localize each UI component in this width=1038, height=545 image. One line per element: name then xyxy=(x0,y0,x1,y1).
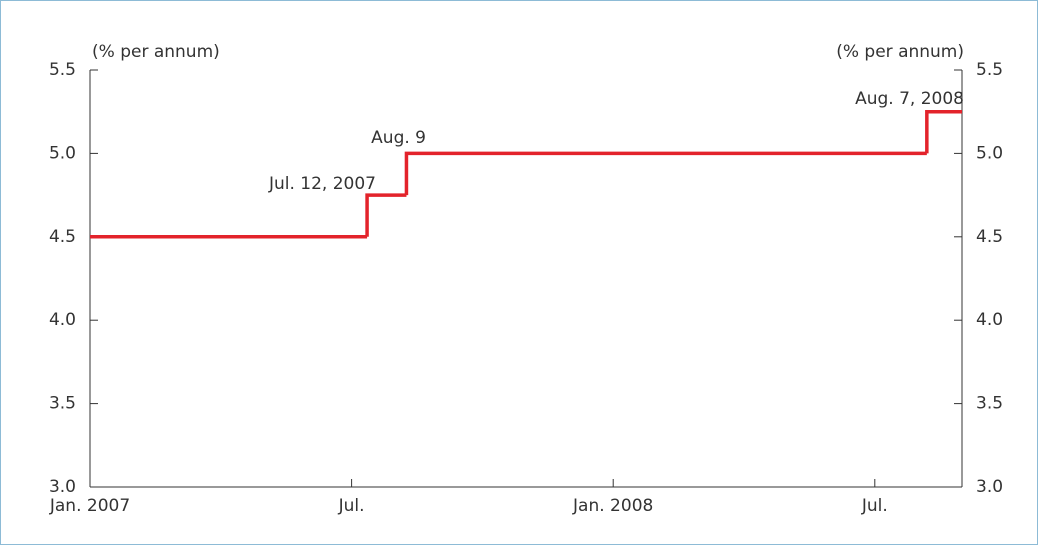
y2-axis-label: (% per annum) xyxy=(836,42,964,62)
step-segment xyxy=(925,109,962,154)
y-tick-label: 3.0 xyxy=(49,477,76,497)
y2-tick-label: 3.5 xyxy=(976,394,1003,414)
x-tick-label: Jul. xyxy=(861,496,888,516)
x-tick-label: Jul. xyxy=(338,496,365,516)
y2-tick-label: 4.0 xyxy=(976,310,1003,330)
annotation: Jul. 12, 2007 xyxy=(268,174,376,194)
x-tick-label: Jan. 2008 xyxy=(572,496,653,516)
y2-tick-label: 5.5 xyxy=(976,60,1003,80)
y2-tick-label: 5.0 xyxy=(976,143,1003,163)
y2-tick-label: 4.5 xyxy=(976,227,1003,247)
annotation: Aug. 7, 2008 xyxy=(855,89,964,109)
step-segment xyxy=(365,193,407,237)
y-tick-label: 4.0 xyxy=(49,310,76,330)
y-tick-label: 3.5 xyxy=(49,394,76,414)
annotation: Aug. 9 xyxy=(371,128,426,148)
x-tick-label: Jan. 2007 xyxy=(49,496,130,516)
step-segment xyxy=(404,151,927,196)
y-tick-label: 5.5 xyxy=(49,60,76,80)
y-tick-label: 4.5 xyxy=(49,227,76,247)
y2-tick-label: 3.0 xyxy=(976,477,1003,497)
y-tick-label: 5.0 xyxy=(49,143,76,163)
y-axis-label: (% per annum) xyxy=(92,42,220,62)
